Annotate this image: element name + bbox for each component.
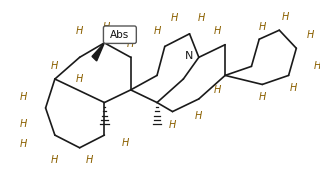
Text: H: H [313, 61, 320, 71]
Text: H: H [20, 139, 27, 149]
Text: H: H [282, 12, 289, 22]
Text: H: H [51, 61, 59, 71]
Text: H: H [102, 22, 110, 33]
Text: H: H [198, 13, 206, 23]
Text: H: H [20, 119, 27, 129]
Text: H: H [127, 39, 134, 49]
Text: H: H [290, 83, 297, 93]
Text: H: H [85, 155, 92, 165]
Text: H: H [195, 111, 203, 121]
Text: H: H [153, 26, 161, 36]
Text: H: H [20, 92, 27, 102]
Text: H: H [51, 155, 59, 165]
Text: H: H [76, 26, 83, 36]
Text: H: H [76, 74, 83, 84]
Polygon shape [92, 43, 104, 61]
Text: H: H [214, 26, 221, 36]
Text: Abs: Abs [110, 30, 130, 40]
Text: H: H [214, 85, 221, 95]
Text: H: H [307, 30, 314, 40]
Text: H: H [121, 138, 129, 148]
Text: H: H [259, 92, 266, 102]
Text: H: H [170, 13, 178, 23]
Text: H: H [169, 120, 176, 130]
FancyBboxPatch shape [103, 26, 136, 43]
Text: H: H [259, 22, 266, 33]
Text: N: N [185, 51, 194, 61]
